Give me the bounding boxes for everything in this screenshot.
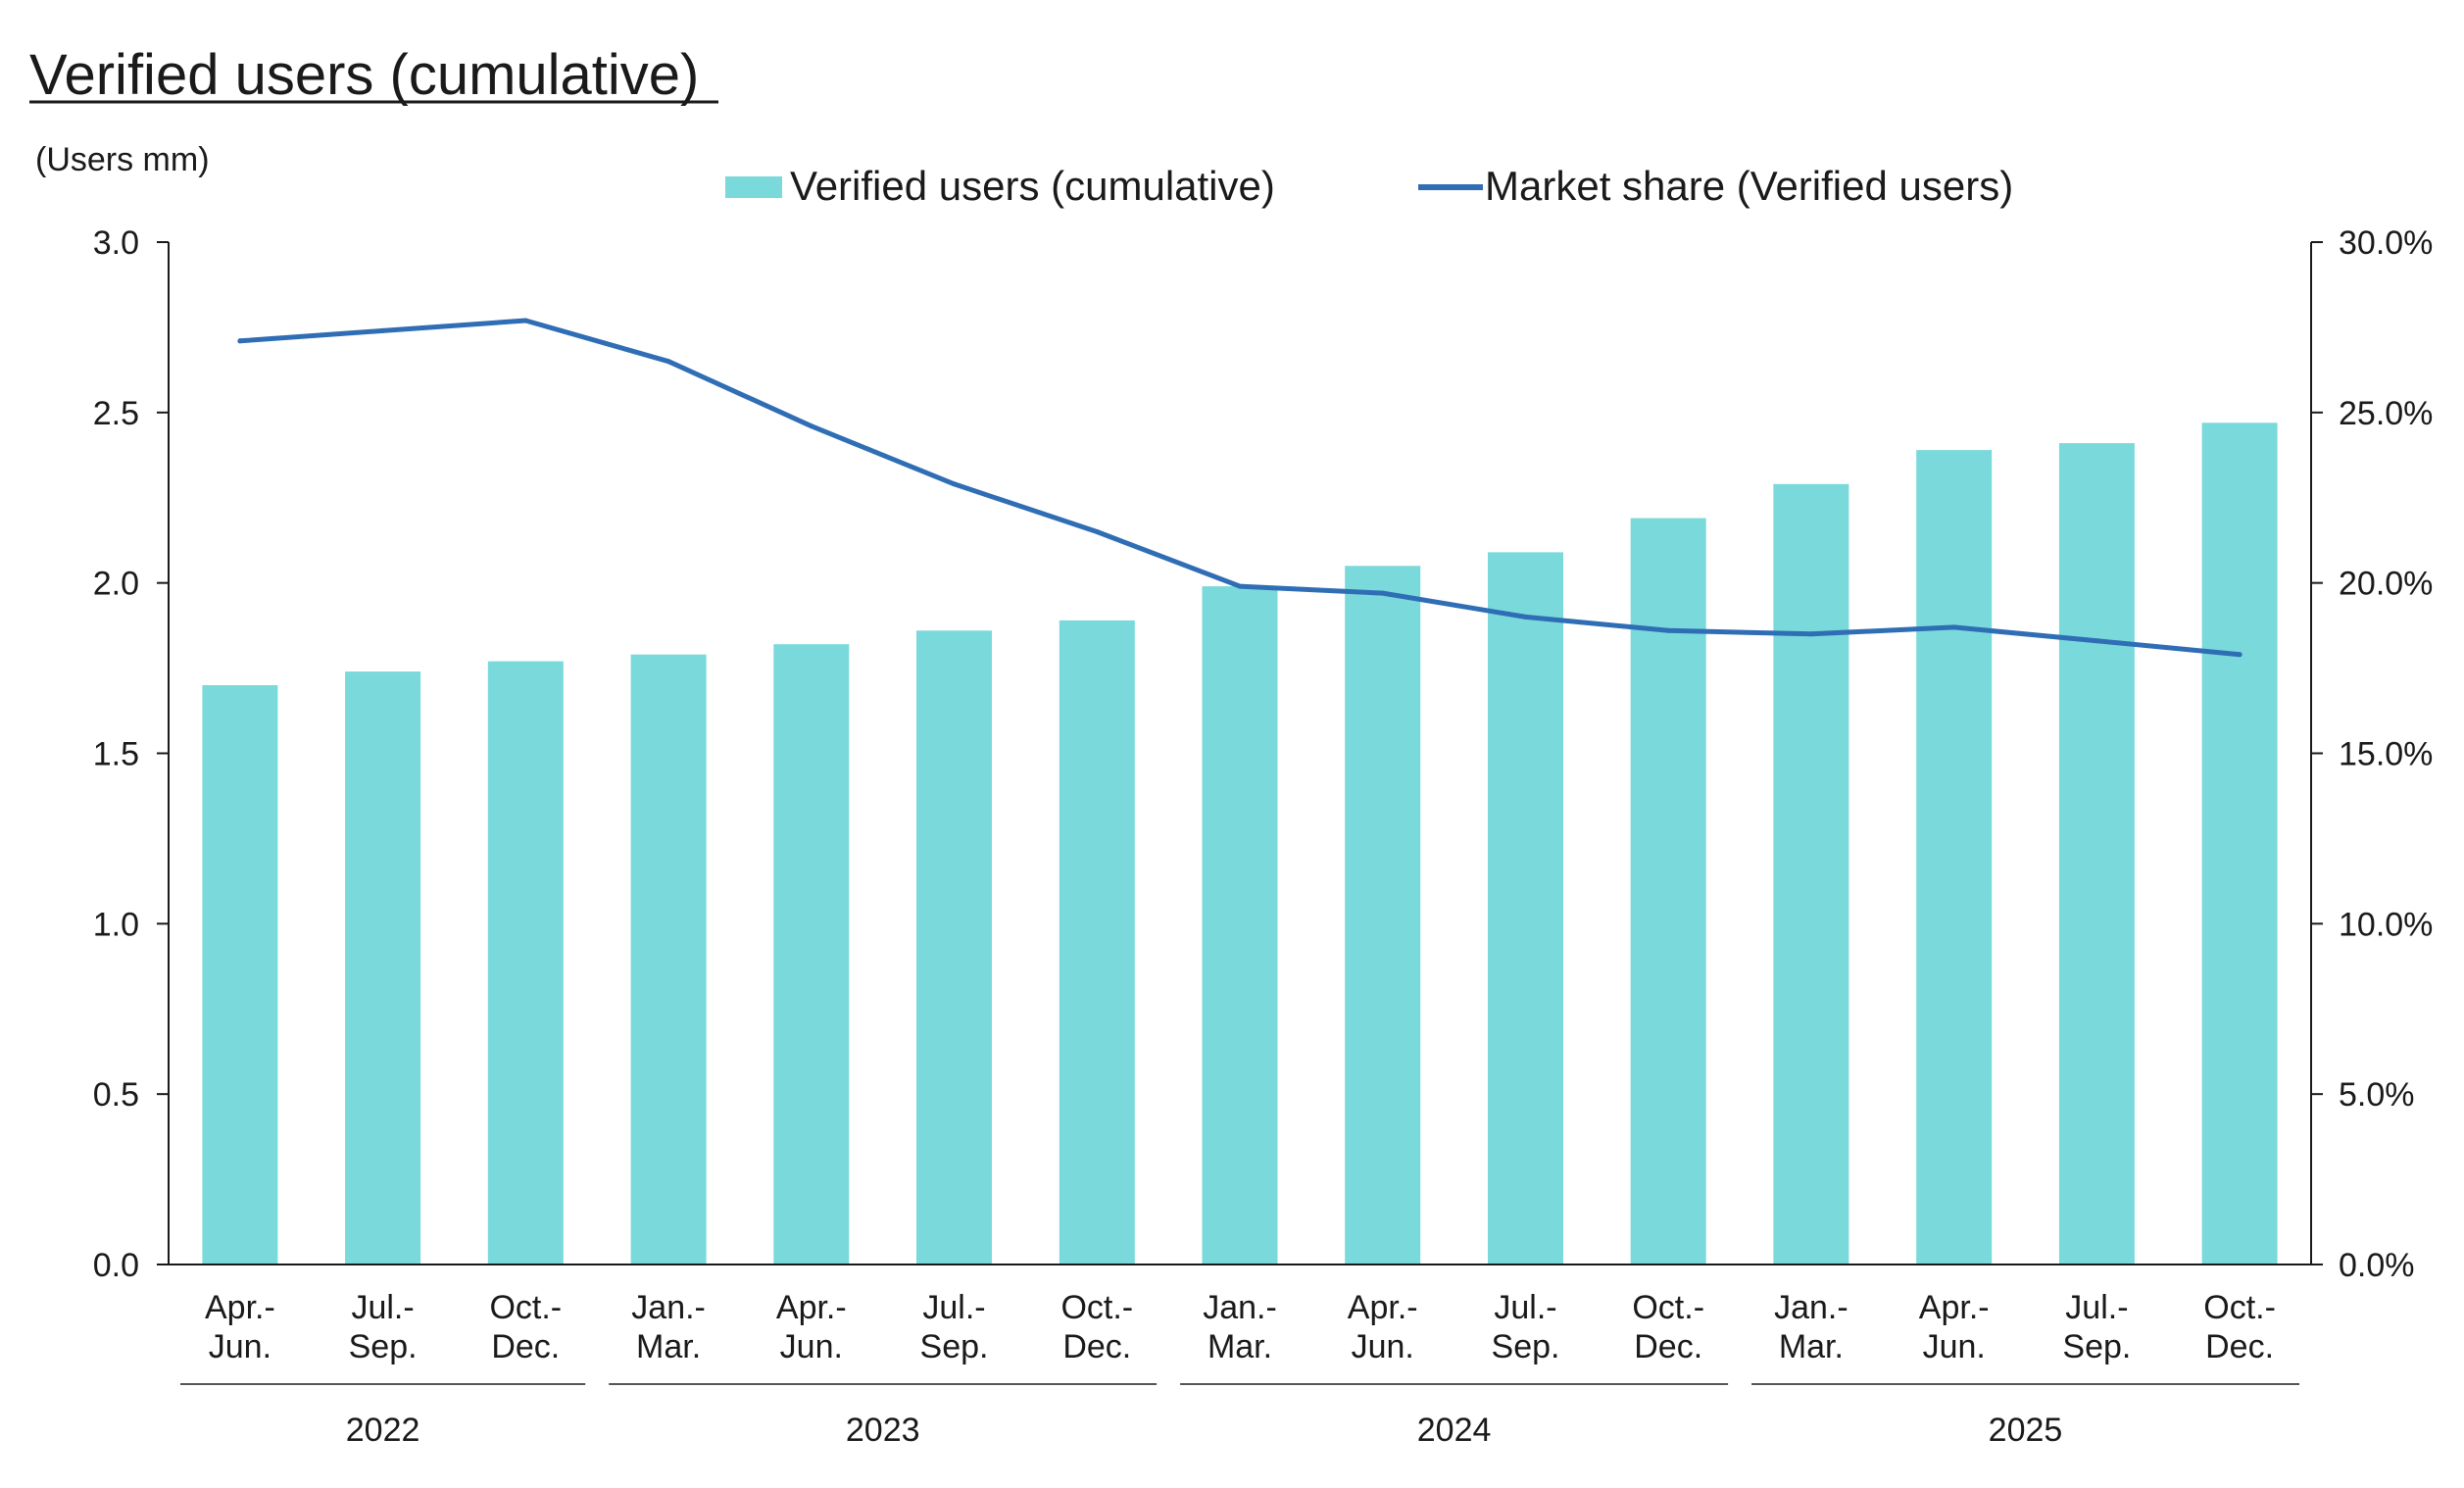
bar-0 — [202, 685, 278, 1265]
right-y-tick-label: 0.0% — [2339, 1247, 2415, 1284]
right-y-tick-label: 15.0% — [2339, 736, 2433, 773]
x-category-label-line2: Sep. — [1492, 1328, 1560, 1365]
left-y-tick-label: 0.0 — [93, 1247, 139, 1284]
right-y-tick-label: 5.0% — [2339, 1076, 2415, 1114]
bar-12 — [1916, 450, 1993, 1265]
x-category-label-line1: Oct.- — [489, 1289, 562, 1326]
right-y-tick-label: 10.0% — [2339, 906, 2433, 943]
legend-swatch-verified-users — [725, 176, 782, 198]
bar-10 — [1630, 518, 1706, 1265]
x-category-label-line1: Apr.- — [776, 1289, 847, 1326]
right-y-tick-label: 30.0% — [2339, 224, 2433, 262]
left-y-tick-label: 2.0 — [93, 566, 139, 603]
market-share-point-13 — [2094, 638, 2099, 644]
bar-1 — [345, 671, 421, 1265]
right-y-axis-ticks: 0.0% 5.0% 10.0% 15.0% 20.0% 25.0% 30.0% — [2311, 224, 2433, 1284]
bar-series-verified-users — [202, 422, 2278, 1265]
bar-9 — [1488, 552, 1563, 1265]
market-share-point-7 — [1237, 583, 1243, 589]
bar-7 — [1202, 586, 1278, 1265]
bar-8 — [1345, 566, 1421, 1265]
bar-3 — [630, 654, 707, 1265]
x-category-label-line2: Sep. — [920, 1328, 989, 1365]
bar-2 — [487, 661, 564, 1265]
market-share-point-8 — [1380, 590, 1386, 596]
x-axis-category-labels: Apr.-Jun.Jul.-Sep.Oct.-Dec.Jan.-Mar.Apr.… — [205, 1289, 2276, 1365]
market-share-point-5 — [952, 481, 957, 487]
legend-label-market-share: Market share (Verified users) — [1485, 163, 2013, 209]
x-category-label-line1: Jul.- — [351, 1289, 414, 1326]
x-category-label-line2: Jun. — [209, 1328, 271, 1365]
year-group-label: 2022 — [346, 1412, 420, 1449]
x-category-label-line2: Jun. — [1352, 1328, 1414, 1365]
x-category-label-line2: Dec. — [491, 1328, 560, 1365]
legend-label-verified-users: Verified users (cumulative) — [790, 163, 1275, 209]
x-category-label-line2: Mar. — [1207, 1328, 1272, 1365]
market-share-point-2 — [522, 318, 528, 323]
x-axis-year-groups: 2022 2023 2024 2025 — [180, 1383, 2299, 1449]
x-category-label-line1: Apr.- — [1348, 1289, 1418, 1326]
line-series-market-share — [237, 318, 2242, 658]
chart-title: Verified users (cumulative) — [29, 43, 699, 107]
market-share-point-11 — [1808, 631, 1814, 637]
year-group-label: 2024 — [1417, 1412, 1492, 1449]
market-share-point-4 — [809, 423, 814, 429]
x-category-label-line2: Sep. — [2062, 1328, 2131, 1365]
market-share-point-12 — [1951, 624, 1957, 630]
bar-5 — [916, 630, 992, 1265]
legend: Verified users (cumulative) Market share… — [725, 163, 2013, 209]
x-category-label-line1: Oct.- — [2203, 1289, 2276, 1326]
bar-11 — [1773, 483, 1849, 1265]
bar-13 — [2058, 443, 2135, 1265]
left-y-tick-label: 1.0 — [93, 906, 139, 943]
x-category-label-line1: Jan.- — [631, 1289, 706, 1326]
market-share-point-1 — [380, 327, 386, 333]
market-share-point-0 — [237, 338, 243, 344]
left-y-tick-label: 2.5 — [93, 395, 139, 432]
x-category-label-line1: Apr.- — [1919, 1289, 1990, 1326]
x-category-label-line2: Mar. — [636, 1328, 701, 1365]
right-y-tick-label: 20.0% — [2339, 566, 2433, 603]
left-y-axis-ticks: 0.0 0.5 1.0 1.5 2.0 2.5 3.0 — [93, 224, 169, 1284]
year-group-label: 2025 — [1989, 1412, 2063, 1449]
x-category-label-line1: Jul.- — [922, 1289, 985, 1326]
x-category-label-line2: Jun. — [1923, 1328, 1986, 1365]
y-axis-unit-label: (Users mm) — [35, 141, 210, 178]
market-share-point-10 — [1665, 627, 1671, 633]
x-category-label-line1: Apr.- — [205, 1289, 275, 1326]
bar-6 — [1059, 620, 1135, 1265]
right-y-tick-label: 25.0% — [2339, 395, 2433, 432]
x-category-label-line2: Dec. — [2205, 1328, 2274, 1365]
x-category-label-line2: Sep. — [349, 1328, 418, 1365]
x-category-label-line1: Jan.- — [1774, 1289, 1848, 1326]
bar-4 — [773, 644, 850, 1265]
market-share-point-6 — [1094, 529, 1100, 534]
x-category-label-line1: Jan.- — [1203, 1289, 1277, 1326]
left-y-tick-label: 1.5 — [93, 736, 139, 773]
x-category-label-line2: Dec. — [1634, 1328, 1702, 1365]
x-category-label-line1: Jul.- — [1494, 1289, 1556, 1326]
bar-14 — [2201, 422, 2278, 1265]
x-category-label-line2: Jun. — [780, 1328, 843, 1365]
left-y-tick-label: 0.5 — [93, 1076, 139, 1114]
x-category-label-line2: Mar. — [1779, 1328, 1844, 1365]
market-share-point-9 — [1523, 614, 1528, 620]
x-category-label-line1: Oct.- — [1060, 1289, 1133, 1326]
market-share-point-3 — [665, 359, 671, 365]
x-category-label-line1: Jul.- — [2065, 1289, 2128, 1326]
year-group-label: 2023 — [846, 1412, 920, 1449]
x-category-label-line1: Oct.- — [1632, 1289, 1704, 1326]
market-share-point-14 — [2237, 652, 2242, 658]
left-y-tick-label: 3.0 — [93, 224, 139, 262]
x-category-label-line2: Dec. — [1062, 1328, 1131, 1365]
